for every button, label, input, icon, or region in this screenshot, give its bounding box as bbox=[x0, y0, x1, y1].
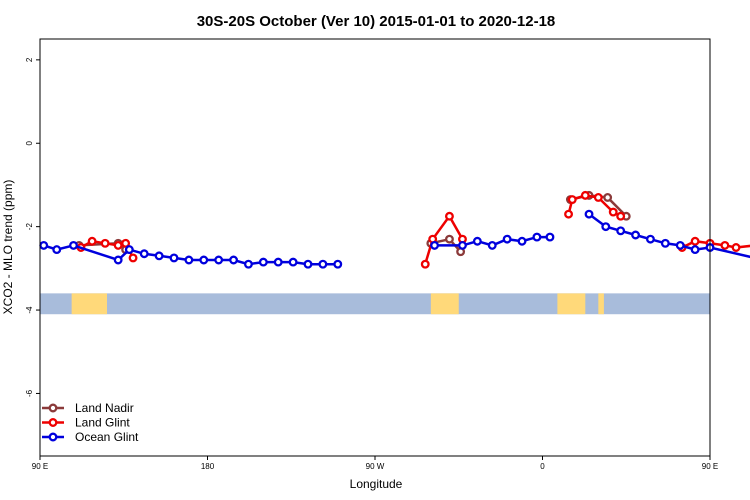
land-glint-point bbox=[87, 236, 97, 246]
ocean-glint-point bbox=[631, 230, 641, 240]
land-glint-point bbox=[113, 240, 123, 250]
legend-label: Ocean Glint bbox=[75, 430, 139, 444]
land-glint-point bbox=[593, 193, 603, 202]
x-tick-label: 0 bbox=[540, 462, 545, 471]
ocean-glint-point bbox=[616, 226, 626, 236]
ocean-glint-point bbox=[184, 255, 194, 265]
x-axis: 90 E 180 90 W 0 90 E bbox=[32, 456, 718, 471]
land-glint-point bbox=[608, 207, 618, 217]
land-glint-line bbox=[424, 213, 464, 265]
y-axis: 2 0 -2 -4 -6 bbox=[25, 57, 40, 397]
land-glint-point bbox=[121, 238, 131, 248]
land-patch bbox=[557, 293, 586, 315]
ocean-glint-point bbox=[645, 234, 655, 244]
ocean-glint-point bbox=[584, 209, 594, 219]
ocean-glint-point bbox=[303, 259, 313, 269]
land-glint-point bbox=[690, 236, 700, 246]
chart-title: 30S-20S October (Ver 10) 2015-01-01 to 2… bbox=[197, 13, 556, 30]
ocean-glint-point bbox=[690, 245, 700, 255]
land-glint-point bbox=[616, 211, 626, 221]
ocean-glint-point bbox=[69, 240, 78, 250]
ocean-glint-point bbox=[52, 245, 62, 255]
legend-swatch-marker bbox=[48, 403, 58, 413]
series-ocean-glint bbox=[39, 209, 750, 269]
ocean-glint-point bbox=[487, 240, 497, 250]
ocean-glint-point bbox=[229, 255, 239, 265]
ocean-glint-point bbox=[472, 236, 482, 246]
ocean-glint-point bbox=[39, 240, 49, 250]
ocean-glint-point bbox=[154, 251, 164, 261]
ocean-band bbox=[40, 293, 710, 315]
land-glint-point bbox=[128, 253, 138, 263]
land-nadir-point bbox=[603, 193, 613, 202]
legend-item-land-glint: Land Glint bbox=[42, 416, 130, 430]
x-axis-title: Longitude bbox=[350, 477, 403, 491]
ocean-glint-point bbox=[258, 257, 268, 267]
ocean-glint-point bbox=[532, 232, 542, 242]
legend-swatch-marker bbox=[48, 418, 58, 427]
land-glint-point bbox=[564, 209, 574, 219]
y-axis-title: XCO2 - MLO trend (ppm) bbox=[1, 180, 15, 315]
land-patch bbox=[430, 293, 459, 315]
ocean-glint-point bbox=[273, 257, 283, 267]
ocean-glint-point bbox=[199, 255, 209, 265]
legend-label: Land Nadir bbox=[75, 401, 134, 415]
ocean-glint-point bbox=[318, 259, 328, 269]
ocean-glint-point bbox=[169, 253, 179, 263]
x-tick-label: 180 bbox=[201, 462, 215, 471]
legend-item-land-nadir: Land Nadir bbox=[42, 401, 134, 415]
land-glint-point bbox=[444, 211, 454, 221]
land-glint-point bbox=[100, 238, 110, 248]
plot-area bbox=[39, 190, 750, 315]
ocean-glint-point bbox=[139, 249, 149, 259]
ocean-glint-point bbox=[675, 240, 685, 250]
legend-item-ocean-glint: Ocean Glint bbox=[42, 430, 139, 444]
y-tick-label: 2 bbox=[25, 57, 34, 62]
land-glint-point bbox=[720, 240, 730, 250]
y-tick-label: 0 bbox=[25, 140, 34, 145]
land-glint-point bbox=[567, 195, 577, 204]
land-glint-point bbox=[731, 243, 741, 252]
ocean-glint-point bbox=[458, 240, 467, 250]
x-tick-label: 90 W bbox=[366, 462, 385, 471]
x-tick-label: 90 E bbox=[702, 462, 718, 471]
ocean-glint-point bbox=[113, 255, 123, 265]
legend-swatch-marker bbox=[48, 432, 58, 442]
ocean-glint-point bbox=[333, 259, 343, 269]
ocean-glint-point bbox=[288, 257, 298, 267]
ocean-glint-point bbox=[243, 259, 253, 269]
land-nadir-point bbox=[444, 234, 454, 244]
ocean-glint-point bbox=[601, 222, 611, 232]
land-patch bbox=[598, 293, 604, 315]
land-patch bbox=[71, 293, 107, 315]
ocean-glint-point bbox=[502, 234, 512, 244]
y-tick-label: -4 bbox=[25, 306, 34, 314]
ocean-glint-point bbox=[214, 255, 224, 265]
y-tick-label: -6 bbox=[25, 389, 34, 397]
ocean-glint-point bbox=[660, 238, 670, 248]
land-glint-point bbox=[580, 190, 590, 200]
ocean-glint-point bbox=[517, 236, 527, 246]
legend-label: Land Glint bbox=[75, 416, 130, 430]
x-tick-label: 90 E bbox=[32, 462, 48, 471]
land-glint-point bbox=[420, 259, 430, 269]
y-tick-label: -2 bbox=[25, 223, 34, 231]
ocean-glint-point bbox=[124, 245, 134, 255]
ocean-glint-point bbox=[430, 240, 440, 250]
ocean-glint-point bbox=[545, 232, 555, 242]
